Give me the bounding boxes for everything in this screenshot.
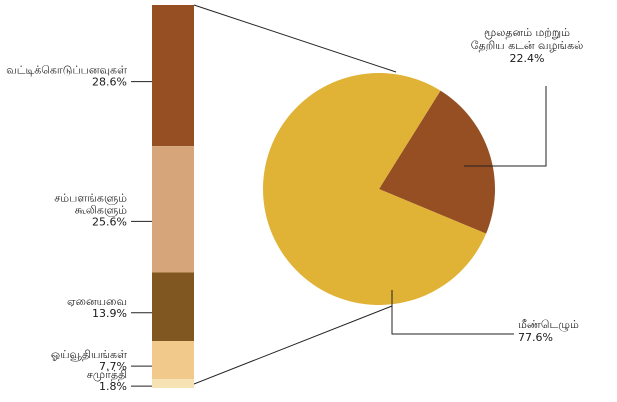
bar-segment: [152, 272, 194, 342]
pie-chart: [263, 72, 496, 306]
pie-leader-line: [391, 290, 514, 335]
connector-line: [193, 4, 397, 73]
pie-slice: [379, 90, 496, 234]
pie-label: மீண்டெழும் 77.6%: [518, 318, 579, 344]
pie-label: மூலதனம் மற்றும் தேறிய கடன் வழங்கல் 22.4%: [471, 26, 584, 65]
bar-segment: [152, 379, 194, 388]
pie-slice: [263, 72, 487, 306]
bar-segment: [152, 146, 194, 273]
bar-label: ஏனையவை 13.9%: [67, 295, 127, 320]
data-labels: வட்டிக்கொடுப்பனவுகள் 28.6% சம்பளங்களும் கூல…: [6, 26, 583, 393]
bar-label: சமுர்த்தி 1.8%: [87, 368, 127, 393]
connector-line: [193, 305, 393, 385]
bar-segment: [152, 341, 194, 380]
connector-lines: [193, 4, 397, 385]
bar-label: ஓய்வூதியங்கள் 7.7%: [51, 348, 127, 373]
bar-segment: [152, 5, 194, 147]
stacked-bar: [152, 5, 194, 388]
bar-label: வட்டிக்கொடுப்பனவுகள் 28.6%: [6, 64, 127, 89]
bar-label: சம்பளங்களும் கூலிகளும் 25.6%: [54, 191, 127, 228]
pie-leader-line: [464, 86, 547, 167]
